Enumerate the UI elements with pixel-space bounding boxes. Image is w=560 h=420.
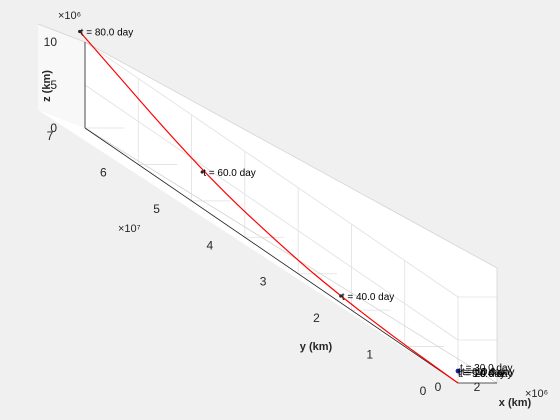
y-axis-line <box>84 127 459 384</box>
floor-pane <box>38 110 497 383</box>
z-tick-label: 0 <box>50 121 57 135</box>
cluster-label: t = 20.0 day <box>460 369 513 380</box>
x-tick-label: 2 <box>474 380 481 394</box>
x-axis-label: x (km) <box>499 397 532 409</box>
cluster-label: t = 0.0 day <box>458 367 505 378</box>
annotation-marker <box>339 294 343 298</box>
cluster-label: t = 30.0 day <box>460 363 513 374</box>
box-floor-edge <box>84 127 498 384</box>
annotation-marker <box>78 29 82 34</box>
cluster-label: t = 10.0 day <box>462 367 515 378</box>
z-tick-label: 5 <box>50 78 57 92</box>
y-tick-label: 3 <box>260 275 267 289</box>
z-axis-exponent: ×10⁶ <box>58 10 81 22</box>
y-axis-exponent: ×10⁷ <box>118 223 141 235</box>
trajectory-line <box>79 31 459 384</box>
grid-line-z <box>84 41 459 298</box>
grid-line-z <box>84 84 459 341</box>
y-tick-label: 6 <box>100 165 107 179</box>
y-tick-label: 0 <box>420 384 427 398</box>
axis-lines <box>84 42 497 384</box>
annotation-marker <box>200 170 204 174</box>
y-tick-label: 1 <box>366 348 373 362</box>
x-axis-exponent: ×10⁶ <box>525 388 548 400</box>
box-top-edge <box>37 23 86 43</box>
side-pane <box>38 24 85 128</box>
annotations: t = 80.0 day t = 60.0 day t = 40.0 day <box>78 27 394 303</box>
z-axis-label: z (km) <box>41 70 53 102</box>
box-back-edge <box>84 41 498 383</box>
x-tick-label: 0 <box>435 380 442 394</box>
annotation-label: t = 40.0 day <box>342 292 395 303</box>
back-pane <box>85 42 497 383</box>
y-tick-label: 5 <box>153 202 160 216</box>
z-tick-label: 10 <box>44 35 58 49</box>
annotation-label: t = 60.0 day <box>203 168 256 179</box>
cluster-label: t = 5.0 day <box>458 369 505 380</box>
origin-marker <box>455 368 461 374</box>
y-tick-label: 7 <box>47 129 54 143</box>
y-tick-label: 4 <box>207 238 214 252</box>
y-axis-label: y (km) <box>300 341 333 353</box>
y-tick-label: 2 <box>313 311 320 325</box>
annotation-label: t = 80.0 day <box>81 27 134 38</box>
